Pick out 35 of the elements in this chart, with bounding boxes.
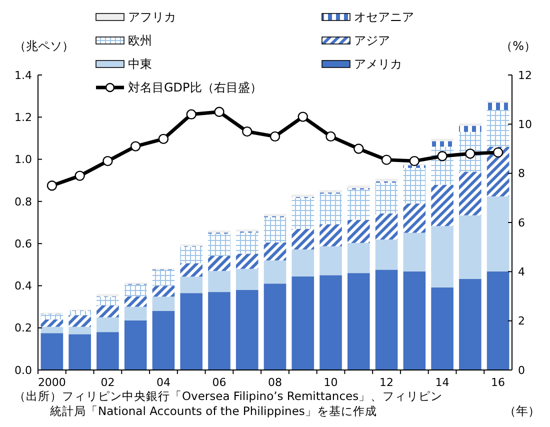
y2-tick-label: 8: [518, 167, 525, 180]
y-tick-label: 0.6: [14, 237, 32, 250]
x-tick-label: 04: [156, 376, 170, 389]
x-tick-label: 14: [435, 376, 450, 389]
x-tick-label: 06: [212, 376, 226, 389]
x-tick-label: 2000: [38, 376, 66, 389]
x-tick-label: 12: [380, 376, 394, 389]
y2-axis-title: （%）: [500, 39, 536, 53]
legend-label: アジア: [354, 34, 390, 48]
x-axis-title: （年）: [504, 404, 540, 418]
y-tick-label: 0.4: [14, 280, 32, 293]
y2-tick-label: 2: [518, 314, 525, 328]
y2-tick-label: 4: [518, 266, 525, 279]
y2-tick-label: 6: [518, 216, 525, 230]
legend-label: 対名目GDP比（右目盛）: [128, 80, 262, 95]
y2-tick-label: 0: [518, 364, 525, 377]
y-tick-label: 0.8: [14, 195, 32, 208]
legend-label: アメリカ: [354, 57, 402, 72]
y-tick-label: 1.0: [14, 153, 32, 166]
x-tick-label: 08: [268, 376, 282, 389]
legend-label: 中東: [128, 57, 152, 72]
y2-tick-label: 10: [518, 118, 532, 132]
legend-label: アフリカ: [128, 10, 176, 24]
y-tick-label: 0.2: [14, 322, 32, 335]
legend-label: 欧州: [128, 34, 152, 48]
y-tick-label: 1.2: [14, 110, 32, 124]
y2-tick-label: 12: [518, 68, 532, 82]
x-tick-label: 10: [324, 376, 338, 389]
text: （出所）フィリピン中央銀行「Oversea Filipino’s Remittances」、フィリピン統計局「National Accounts of the Philippines」を基に作成: [14, 389, 443, 418]
y-axis-title: （兆ペソ）: [14, 39, 74, 53]
x-tick-label: 02: [100, 376, 115, 389]
x-tick-label: 16: [491, 376, 506, 389]
y-tick-label: 1.4: [14, 68, 32, 82]
y-tick-label: 0.0: [14, 364, 32, 377]
legend-label: オセアニア: [354, 10, 414, 24]
